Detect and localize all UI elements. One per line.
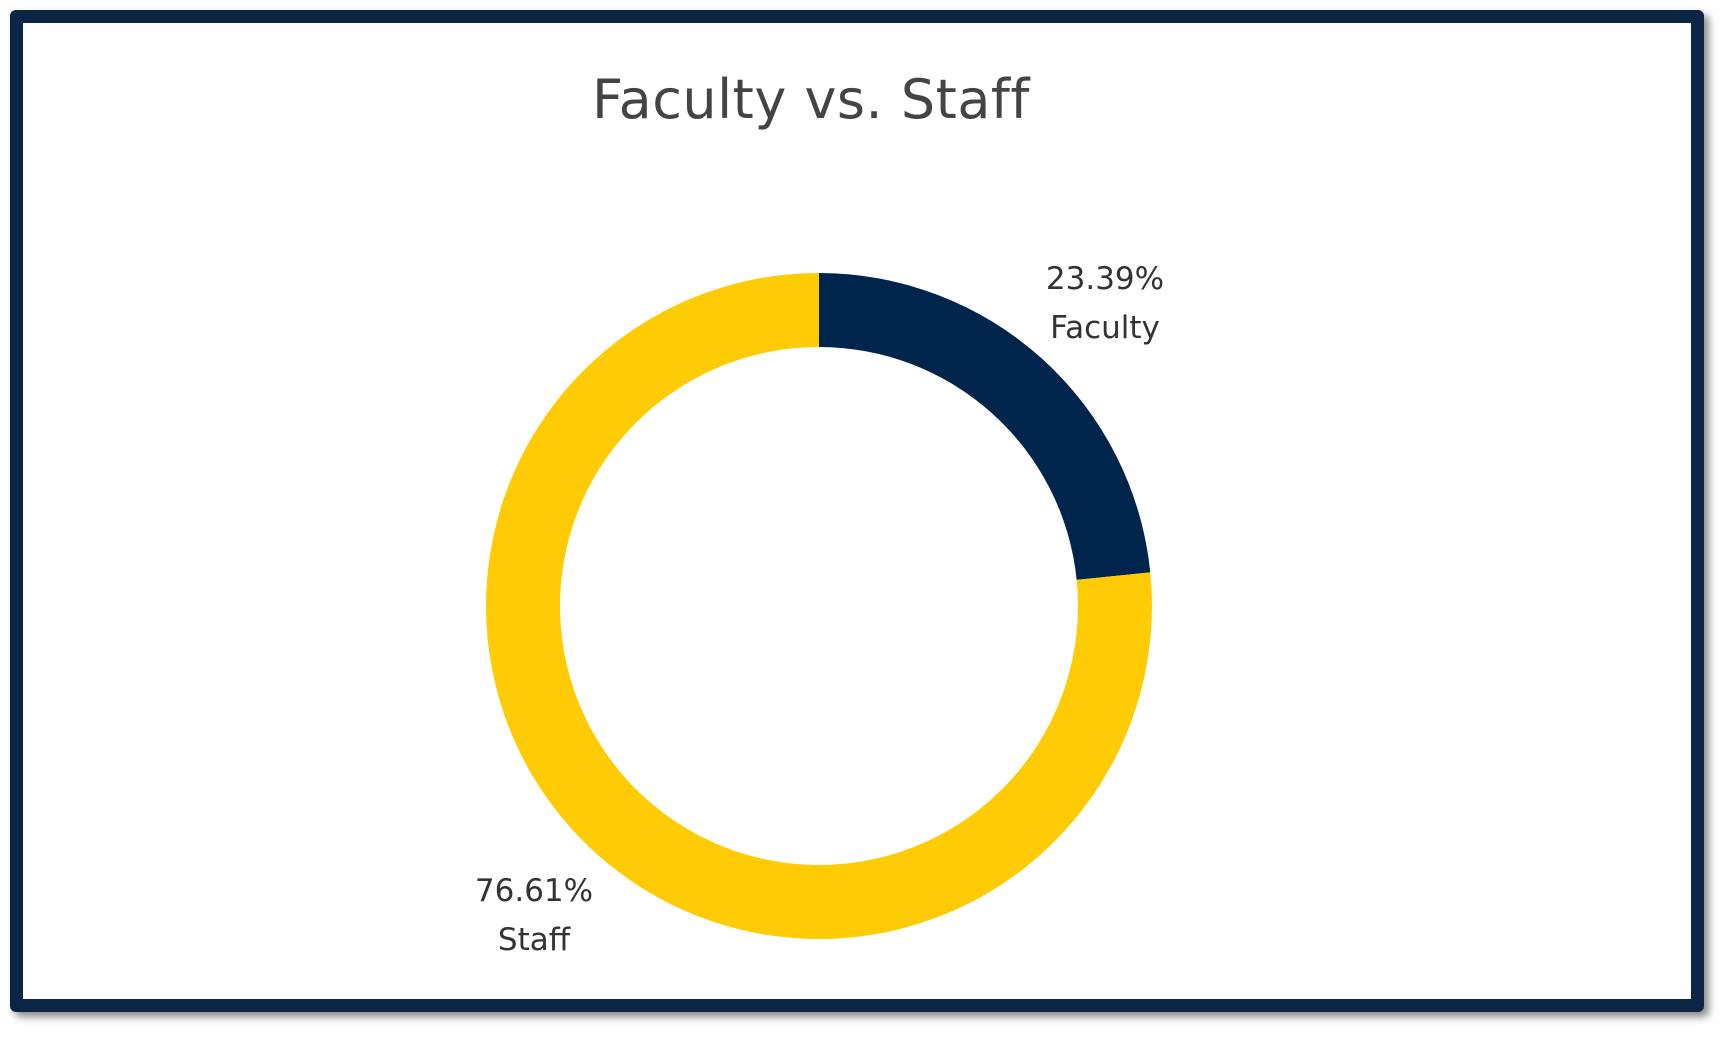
donut-slice-faculty[interactable] [819,273,1151,580]
faculty-percent-label: 23.39% [1046,261,1164,297]
donut-slices [486,273,1152,940]
slice-labels: 23.39% Faculty 76.61% Staff [475,261,1164,958]
staff-name-label: Staff [498,922,571,958]
chart-title: Faculty vs. Staff [592,68,1030,131]
faculty-name-label: Faculty [1050,310,1160,346]
staff-percent-label: 76.61% [475,873,593,909]
chart-frame: Faculty vs. Staff [10,10,1704,1012]
